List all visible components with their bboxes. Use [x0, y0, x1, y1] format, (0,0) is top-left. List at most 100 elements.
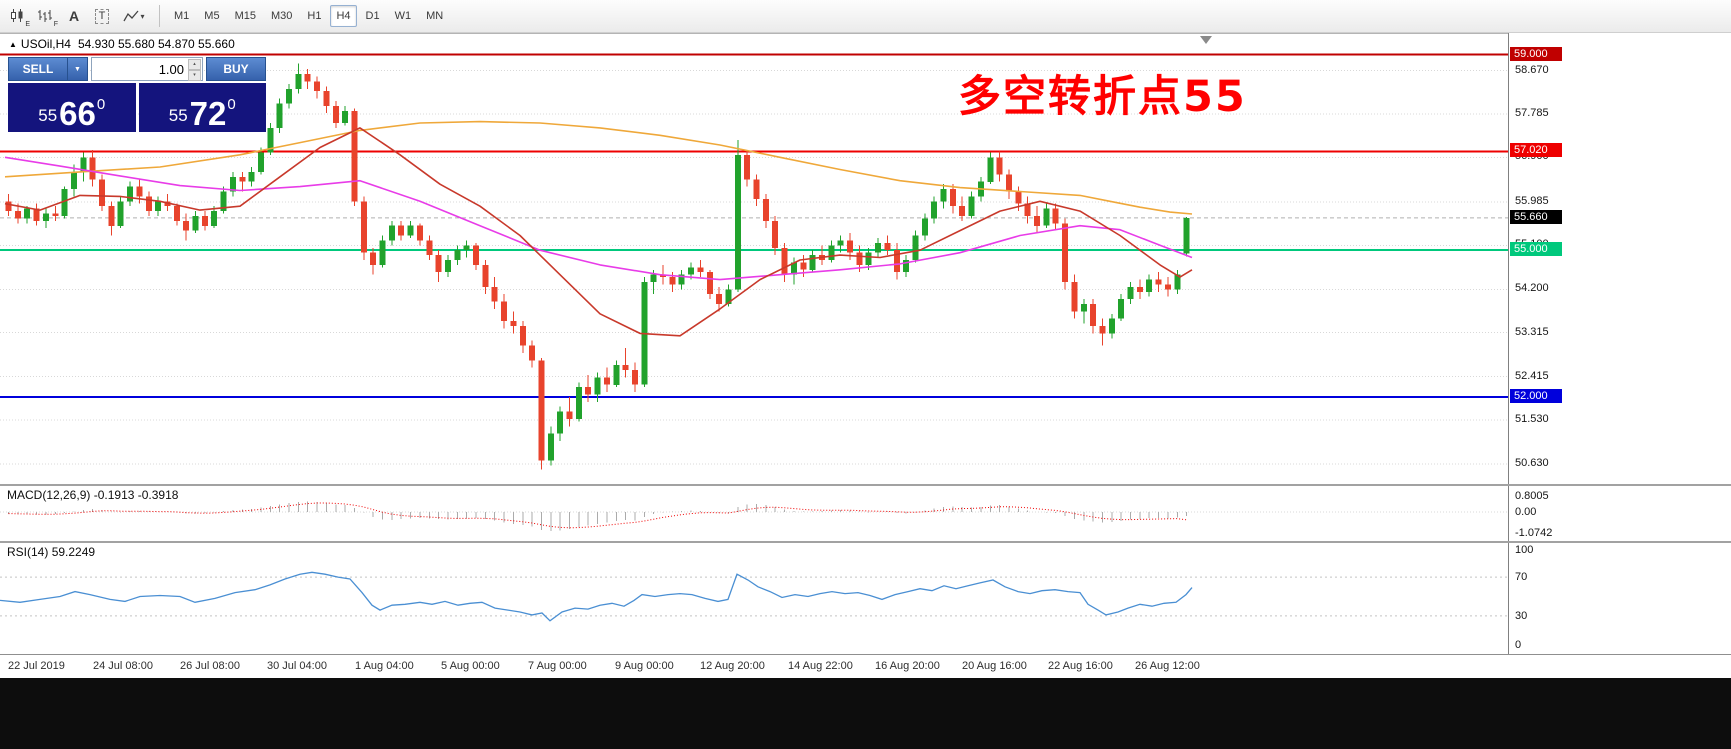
timeframe-w1[interactable]: W1: [389, 5, 418, 27]
rsi-value: 59.2249: [51, 545, 96, 559]
macd-tick-label: 0.8005: [1515, 489, 1549, 502]
volume-decrease-button[interactable]: ▾: [188, 70, 201, 81]
time-axis-label: 12 Aug 20:00: [700, 660, 765, 672]
volume-field: ▴ ▾: [91, 57, 203, 81]
macd-histogram: [8, 501, 1188, 531]
price-level-badge: 55.000: [1510, 242, 1562, 257]
candlestick-chart-button[interactable]: E: [5, 4, 31, 28]
icon-subscript-f: F: [53, 21, 58, 28]
price-tick-label: 55.985: [1515, 195, 1549, 208]
macd-values: -0.1913 -0.3918: [93, 488, 179, 502]
rsi-tick-label: 0: [1515, 639, 1522, 651]
time-axis-label: 7 Aug 00:00: [528, 660, 587, 672]
time-axis-label: 26 Jul 08:00: [180, 660, 240, 672]
price-level-badge: 59.000: [1510, 46, 1562, 61]
time-axis[interactable]: 22 Jul 2019 24 Jul 08:00 26 Jul 08:00 30 Ju…: [0, 654, 1731, 678]
price-tick-label: 51.530: [1515, 412, 1549, 425]
dropdown-chevron-icon: ▾: [140, 11, 145, 21]
timeframe-m15[interactable]: M15: [229, 5, 262, 27]
chart-shift-marker-icon: [1200, 36, 1212, 44]
text-label-tool-button[interactable]: A: [68, 8, 80, 24]
buy-price-pips: 72: [189, 94, 227, 132]
ma-fast-line: [4, 127, 1193, 337]
macd-tick-label: 0.00: [1515, 506, 1537, 518]
timeframe-d1[interactable]: D1: [360, 5, 386, 27]
ma-slow-line: [4, 120, 1193, 215]
text-box-glyph: T: [94, 8, 110, 24]
buy-button[interactable]: BUY: [206, 57, 266, 81]
buy-price-point: 0: [227, 96, 236, 113]
timeframe-h1[interactable]: H1: [301, 5, 327, 27]
rsi-level-lines: [0, 576, 1508, 617]
buy-price-display[interactable]: 55 72 0: [138, 83, 266, 132]
time-axis-label: 30 Jul 04:00: [267, 660, 327, 672]
volume-increase-button[interactable]: ▴: [188, 59, 201, 70]
timeframe-m1[interactable]: M1: [168, 5, 195, 27]
volume-input[interactable]: [92, 58, 202, 80]
rsi-name: RSI(14): [7, 545, 49, 559]
sell-price-point: 0: [96, 96, 106, 113]
timeframe-h4[interactable]: H4: [330, 5, 357, 27]
price-tick-label: 52.415: [1515, 369, 1549, 382]
time-axis-label: 5 Aug 00:00: [441, 660, 500, 672]
macd-tick-label: -1.0742: [1515, 527, 1553, 540]
time-axis-label: 16 Aug 20:00: [875, 660, 940, 672]
time-axis-label: 20 Aug 16:00: [962, 660, 1027, 672]
chart-annotation-text: 多空转折点55: [958, 72, 1247, 122]
rsi-panel-splitter[interactable]: [0, 541, 1731, 543]
sell-button[interactable]: SELL: [8, 57, 68, 81]
icon-subscript-e: E: [25, 21, 30, 28]
bar-chart-icon: [38, 10, 52, 22]
price-tick-label: 58.670: [1515, 63, 1549, 76]
price-tick-label: 50.630: [1515, 456, 1549, 469]
price-level-badge: 57.020: [1510, 143, 1562, 158]
time-axis-label: 1 Aug 04:00: [355, 660, 414, 672]
bar-chart-button[interactable]: F: [33, 4, 59, 28]
timeframe-group: M1 M5 M15 M30 H1 H4 D1 W1 MN: [168, 5, 449, 27]
price-axis[interactable]: 58.67057.78556.90055.98555.10054.20053.3…: [1508, 33, 1731, 484]
timeframe-mn[interactable]: MN: [420, 5, 449, 27]
macd-name: MACD(12,26,9): [7, 488, 91, 502]
sell-options-dropdown[interactable]: ▼: [68, 57, 88, 81]
rsi-axis: 100 70 30 0: [1508, 543, 1731, 654]
symbol-period-label: USOil,H4: [20, 37, 71, 51]
time-axis-label: 9 Aug 00:00: [615, 660, 674, 672]
bid-price-badge: 55.660: [1510, 209, 1562, 224]
macd-signal-line: [8, 502, 1187, 529]
time-axis-label: 24 Jul 08:00: [93, 660, 153, 672]
rsi-label: RSI(14) 59.2249: [7, 545, 95, 559]
sell-price-display[interactable]: 55 66 0: [8, 83, 136, 132]
bottom-dark-strip: [0, 678, 1731, 749]
timeframe-m5[interactable]: M5: [198, 5, 225, 27]
buy-price-whole: 55: [168, 106, 188, 125]
rsi-tick-label: 100: [1515, 544, 1534, 556]
macd-axis: 0.8005 0.00 -1.0742: [1508, 486, 1731, 541]
one-click-trading-panel: SELL ▼ ▴ ▾ BUY 55 66 0 55 72 0: [8, 57, 266, 132]
sell-price-whole: 55: [38, 106, 58, 125]
time-axis-label: 26 Aug 12:00: [1135, 660, 1200, 672]
moving-average-lines: [4, 120, 1193, 337]
price-tick-label: 57.785: [1515, 106, 1549, 119]
ohlc-values: 54.930 55.680 54.870 55.660: [77, 37, 235, 51]
volume-spinner: ▴ ▾: [188, 59, 201, 81]
macd-panel-splitter[interactable]: [0, 484, 1731, 486]
chart-title: ▲ USOil,H4 54.930 55.680 54.870 55.660: [9, 37, 235, 51]
macd-label: MACD(12,26,9) -0.1913 -0.3918: [7, 488, 178, 502]
price-gridlines: [0, 70, 1508, 465]
rsi-panel[interactable]: [0, 543, 1508, 654]
rsi-line: [0, 571, 1193, 622]
time-axis-label: 22 Jul 2019: [8, 660, 65, 672]
text-box-tool-button[interactable]: T: [89, 4, 115, 28]
price-tick-label: 54.200: [1515, 282, 1549, 295]
price-level-badge: 52.000: [1510, 388, 1562, 403]
sell-price-pips: 66: [59, 94, 96, 132]
macd-panel[interactable]: [0, 486, 1508, 541]
rsi-tick-label: 30: [1515, 609, 1528, 622]
timeframe-m30[interactable]: M30: [265, 5, 298, 27]
line-studies-button[interactable]: ▾: [117, 4, 151, 28]
ma-mid-line: [4, 156, 1193, 281]
zigzag-line-icon: [123, 10, 139, 22]
main-toolbar: E F A T ▾ M1 M5 M15 M: [0, 0, 1731, 33]
one-click-panel-toggle-icon[interactable]: ▲: [9, 40, 17, 49]
